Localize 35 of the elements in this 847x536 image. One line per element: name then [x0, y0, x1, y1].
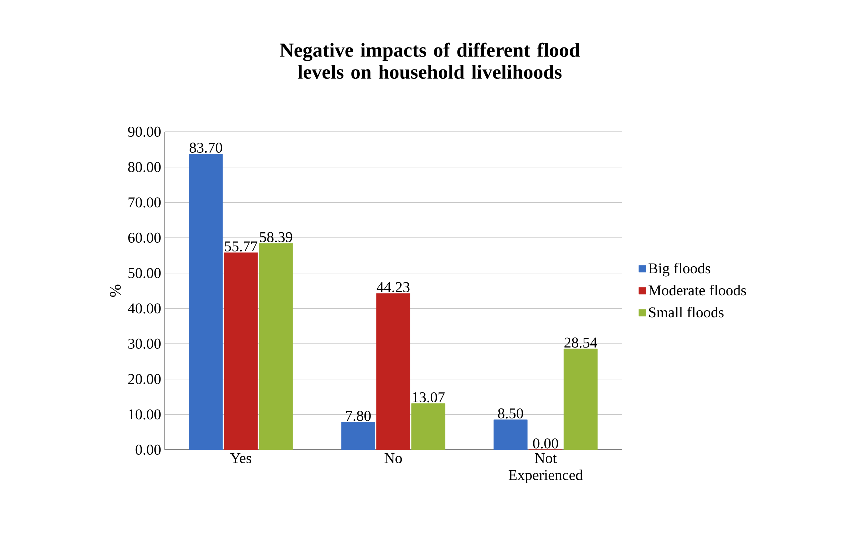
- data-label: 44.23: [376, 282, 410, 293]
- chart-title: Negative impacts of different flood levels on household livelihoods: [280, 42, 580, 80]
- y-tick-label: 70.00: [128, 198, 161, 208]
- data-label: 55.77: [225, 242, 258, 252]
- data-label: 58.39: [260, 232, 292, 242]
- bar: [564, 348, 598, 450]
- x-tick-label: Not Experienced: [508, 454, 583, 484]
- y-tick-label: 20.00: [128, 374, 161, 384]
- data-label: 8.50: [498, 408, 524, 419]
- bar: [259, 243, 294, 450]
- data-label: 13.07: [413, 392, 445, 403]
- x-tick-label: No: [384, 454, 402, 464]
- legend-label: Moderate floods: [648, 284, 746, 296]
- bar: [224, 252, 258, 450]
- y-tick-label: 10.00: [129, 410, 161, 420]
- y-tick-label: 0.00: [136, 444, 161, 456]
- y-tick-label: 40.00: [128, 304, 161, 314]
- bar: [412, 404, 446, 450]
- legend-label: Small floods: [649, 306, 724, 318]
- y-tick-label: 60.00: [128, 232, 161, 244]
- y-tick-label: 30.00: [128, 338, 161, 350]
- y-axis-title: %: [110, 284, 122, 298]
- data-label: 0.00: [533, 438, 558, 449]
- legend-label: Big floods: [648, 262, 711, 277]
- y-tick-label: 50.00: [128, 268, 161, 278]
- bar: [376, 294, 410, 450]
- data-label: 7.80: [346, 411, 371, 422]
- x-tick-label: Yes: [230, 454, 252, 464]
- y-tick-label: 80.00: [128, 162, 161, 172]
- bar: [342, 422, 376, 450]
- data-label: 83.70: [190, 142, 222, 154]
- data-label: 28.54: [564, 338, 598, 348]
- bar: [189, 154, 224, 450]
- bar: [494, 420, 528, 450]
- y-tick-label: 90.00: [128, 126, 161, 138]
